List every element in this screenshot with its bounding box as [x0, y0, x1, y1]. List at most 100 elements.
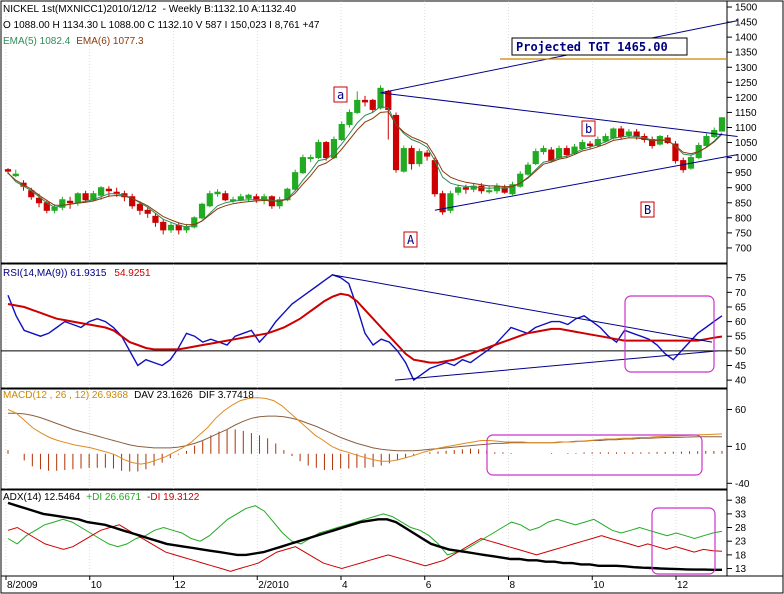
- adx-tick-label: 18: [735, 550, 747, 561]
- target-box: [511, 37, 688, 56]
- x-tick-label: 4: [342, 580, 348, 591]
- rsi-series: [1, 274, 727, 382]
- rsi-trendline-lower: [394, 350, 719, 381]
- ema6-line: [7, 111, 723, 226]
- candle-body: [439, 193, 446, 213]
- price-tick-label: 1050: [735, 138, 758, 149]
- candle-body: [408, 148, 415, 165]
- wave-b-label: b: [585, 122, 592, 136]
- candle-body: [206, 193, 213, 207]
- candle-body: [540, 148, 547, 153]
- price-tick-label: 1150: [735, 108, 757, 119]
- candle-body: [12, 173, 19, 177]
- trendline: [380, 20, 738, 94]
- candle-body: [579, 142, 586, 150]
- candle-body: [548, 149, 555, 162]
- x-tick-label: 10: [593, 580, 605, 591]
- adx-tick-label: 13: [735, 564, 747, 575]
- price-tick-label: 1300: [735, 63, 758, 74]
- rsi-tick-label: 75: [735, 273, 747, 284]
- candle-body: [276, 199, 283, 207]
- candle-body: [377, 87, 384, 109]
- candle-body: [672, 143, 679, 162]
- price-tick-label: 1400: [735, 33, 758, 44]
- candle-body: [586, 143, 594, 147]
- rsi-panel: [0, 263, 728, 389]
- x-tick-label: 12: [175, 580, 187, 591]
- candle-body: [392, 114, 400, 171]
- adx-panel: [0, 489, 728, 577]
- rsi-tick-label: 55: [735, 332, 747, 343]
- candle-body: [144, 209, 151, 214]
- candle-body: [245, 194, 252, 199]
- price-tick-label: 950: [735, 168, 752, 179]
- candle-body: [198, 203, 206, 219]
- rsi-trendline-upper: [331, 274, 713, 343]
- candle-body: [416, 151, 423, 165]
- wave-B-label: B: [644, 203, 651, 217]
- price-series: [4, 20, 738, 235]
- target-label: Projected TGT 1465.00: [516, 40, 668, 54]
- wave-A-box: [403, 231, 418, 248]
- candle-body: [532, 151, 539, 165]
- minus-di-line: [7, 524, 723, 572]
- candle-body: [229, 199, 237, 202]
- candle-body: [649, 139, 656, 147]
- x-axis: [0, 575, 784, 594]
- x-tick-label: 10: [91, 580, 103, 591]
- candle-body: [152, 215, 159, 223]
- candle-body: [447, 193, 454, 211]
- x-tick-label: 8/2009: [7, 580, 38, 591]
- macd-tick-label: 10: [735, 442, 747, 453]
- trendline: [380, 92, 738, 138]
- candle-body: [462, 187, 469, 190]
- adx-tick-label: 38: [735, 496, 747, 507]
- adx-tick-label: 28: [735, 523, 747, 534]
- plus-di-line: [7, 505, 723, 556]
- ema5-line: [7, 105, 723, 228]
- candle-body: [610, 128, 617, 139]
- candle-body: [307, 157, 314, 160]
- price-tick-label: 800: [735, 213, 752, 224]
- candle-body: [66, 200, 74, 204]
- x-tick-label: 12: [677, 580, 689, 591]
- candle-body: [160, 221, 167, 231]
- candle-body: [338, 123, 345, 141]
- adx-line: [7, 501, 722, 571]
- rsi-highlight-box: [624, 295, 715, 373]
- candle-body: [718, 117, 726, 132]
- adx-series: [7, 501, 723, 572]
- price-tick-label: 1500: [735, 3, 758, 14]
- candle-body: [517, 173, 524, 187]
- price-tick-label: 1250: [735, 78, 758, 89]
- candle-body: [602, 136, 609, 142]
- rsi-tick-label: 60: [735, 317, 747, 328]
- candle-body: [486, 190, 493, 193]
- candle-body: [563, 148, 570, 156]
- candle-body: [292, 172, 299, 190]
- macd-highlight-box: [486, 434, 703, 476]
- price-tick-label: 1200: [735, 93, 758, 104]
- candle-body: [703, 136, 710, 147]
- right-axis: [726, 0, 784, 577]
- candle-body: [315, 142, 322, 159]
- wave-a-label: a: [337, 88, 344, 102]
- rsi-tick-label: 70: [735, 288, 747, 299]
- candle-body: [594, 139, 601, 147]
- price-tick-label: 850: [735, 198, 752, 209]
- candle-body: [509, 184, 516, 195]
- candle-body: [369, 99, 376, 110]
- adx-legend: ADX(14) 12.5464 +DI 26.6671 -DI 19.3122: [3, 492, 200, 503]
- macd-tick-label: -40: [735, 479, 750, 490]
- price-tick-label: 1000: [735, 153, 758, 164]
- candle-body: [361, 99, 369, 103]
- wave-a-box: [333, 86, 348, 103]
- x-tick-label: 2/2010: [258, 580, 289, 591]
- wave-b-box: [581, 120, 596, 137]
- candle-body: [555, 148, 563, 159]
- candle-body: [323, 142, 330, 159]
- candle-body: [191, 217, 198, 228]
- adx-tick-label: 23: [735, 537, 747, 548]
- rsi-line: [7, 274, 723, 382]
